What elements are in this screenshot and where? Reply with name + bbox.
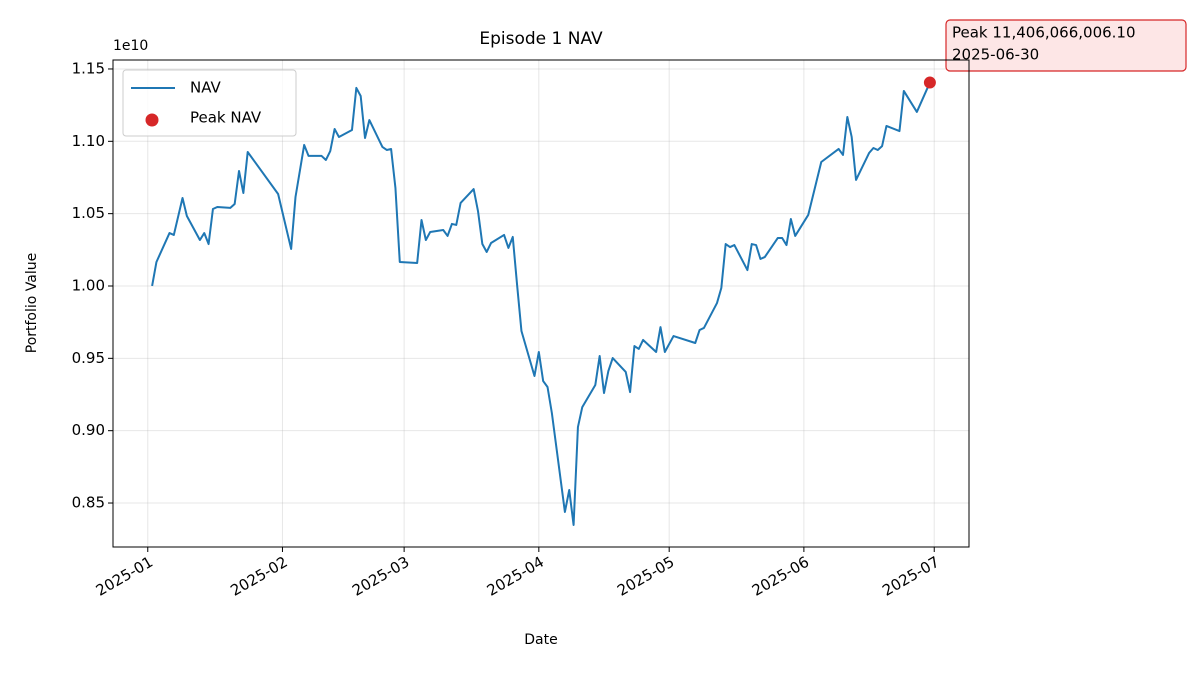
peak-annotation: Peak 11,406,066,006.10 2025-06-30 [945,19,1187,72]
axes-frame [112,59,970,548]
annotation-date: 2025-06-30 [952,46,1039,64]
chart-title: Episode 1 NAV [479,29,603,49]
annotation-box [945,19,1187,72]
y-tick-label: 0.85 [72,494,105,512]
y-offset-label: 1e10 [113,38,148,54]
y-tick-label: 1.10 [72,132,105,150]
nav-line [151,82,931,527]
y-tick-label: 1.00 [72,276,105,294]
legend-label: NAV [190,79,222,97]
y-axis-label: Portfolio Value [24,253,40,354]
legend-swatch [145,113,159,127]
x-axis-label: Date [524,632,557,648]
peak-marker [923,76,936,89]
legend-box [122,69,297,137]
y-tick-label: 1.15 [72,59,105,77]
y-tick-label: 0.95 [72,349,105,367]
annotation-value: Peak 11,406,066,006.10 [952,24,1136,42]
legend-label: Peak NAV [190,109,262,127]
y-tick-label: 1.05 [72,204,105,222]
legend: NAV Peak NAV [122,69,297,137]
y-tick-label: 0.90 [72,421,105,439]
